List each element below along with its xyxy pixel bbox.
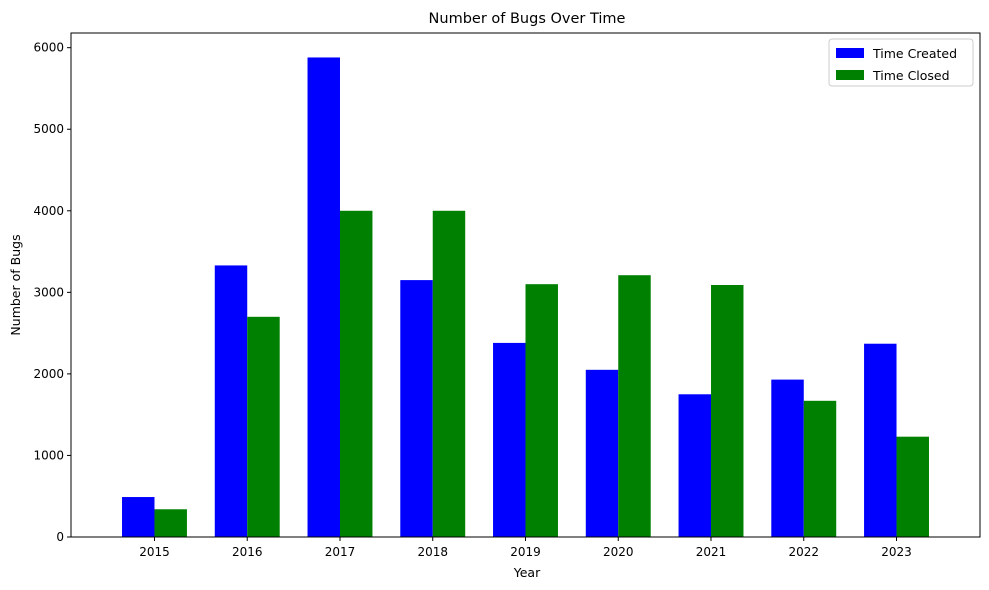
bar-time-closed-2017 bbox=[339, 210, 373, 537]
legend-box bbox=[828, 38, 974, 87]
bar-time-created-2018 bbox=[400, 280, 433, 537]
x-axis-label: Year bbox=[513, 565, 541, 580]
y-tick-label: 0 bbox=[56, 530, 64, 544]
x-tick-label: 2015 bbox=[139, 545, 170, 559]
bar-time-closed-2016 bbox=[247, 316, 280, 537]
y-tick-label: 2000 bbox=[33, 367, 64, 381]
bar-time-created-2023 bbox=[864, 343, 897, 537]
bar-time-closed-2020 bbox=[618, 275, 651, 537]
chart-title: Number of Bugs Over Time bbox=[429, 11, 626, 27]
bar-time-created-2022 bbox=[771, 379, 804, 537]
bars-group bbox=[122, 57, 929, 538]
bar-time-created-2016 bbox=[214, 265, 248, 537]
x-tick-label: 2023 bbox=[881, 545, 912, 559]
bar-time-created-2015 bbox=[122, 497, 155, 537]
y-tick-label: 3000 bbox=[33, 285, 64, 299]
x-tick-label: 2017 bbox=[325, 545, 356, 559]
y-tick-label: 1000 bbox=[33, 448, 64, 462]
y-axis: 0 1000 2000 3000 4000 5000 6000 bbox=[33, 41, 71, 544]
x-tick-label: 2019 bbox=[510, 545, 541, 559]
bar-time-created-2017 bbox=[307, 57, 340, 538]
bar-time-closed-2015 bbox=[154, 509, 187, 537]
bar-time-closed-2022 bbox=[803, 400, 837, 537]
legend-label: Time Closed bbox=[872, 68, 950, 83]
bar-time-created-2021 bbox=[678, 394, 712, 537]
legend: Time Created Time Closed bbox=[828, 38, 974, 87]
x-tick-label: 2021 bbox=[696, 545, 727, 559]
bar-time-closed-2021 bbox=[711, 285, 744, 537]
legend-swatch bbox=[836, 70, 864, 80]
x-tick-label: 2016 bbox=[232, 545, 263, 559]
y-tick-label: 6000 bbox=[33, 41, 64, 55]
x-tick-label: 2022 bbox=[788, 545, 819, 559]
bar-time-closed-2019 bbox=[525, 284, 558, 537]
bar-time-closed-2018 bbox=[432, 210, 466, 537]
x-tick-label: 2018 bbox=[417, 545, 448, 559]
legend-label: Time Created bbox=[872, 46, 957, 61]
bar-time-closed-2023 bbox=[896, 436, 929, 537]
legend-swatch bbox=[836, 48, 864, 58]
x-axis: 2015 2016 2017 2018 2019 2020 2021 2022 2023 bbox=[139, 537, 912, 559]
y-tick-label: 5000 bbox=[33, 122, 64, 136]
y-tick-label: 4000 bbox=[33, 204, 64, 218]
y-axis-label: Number of Bugs bbox=[8, 234, 23, 335]
bar-time-created-2020 bbox=[585, 369, 619, 537]
bar-time-created-2019 bbox=[493, 342, 526, 537]
x-tick-label: 2020 bbox=[603, 545, 634, 559]
